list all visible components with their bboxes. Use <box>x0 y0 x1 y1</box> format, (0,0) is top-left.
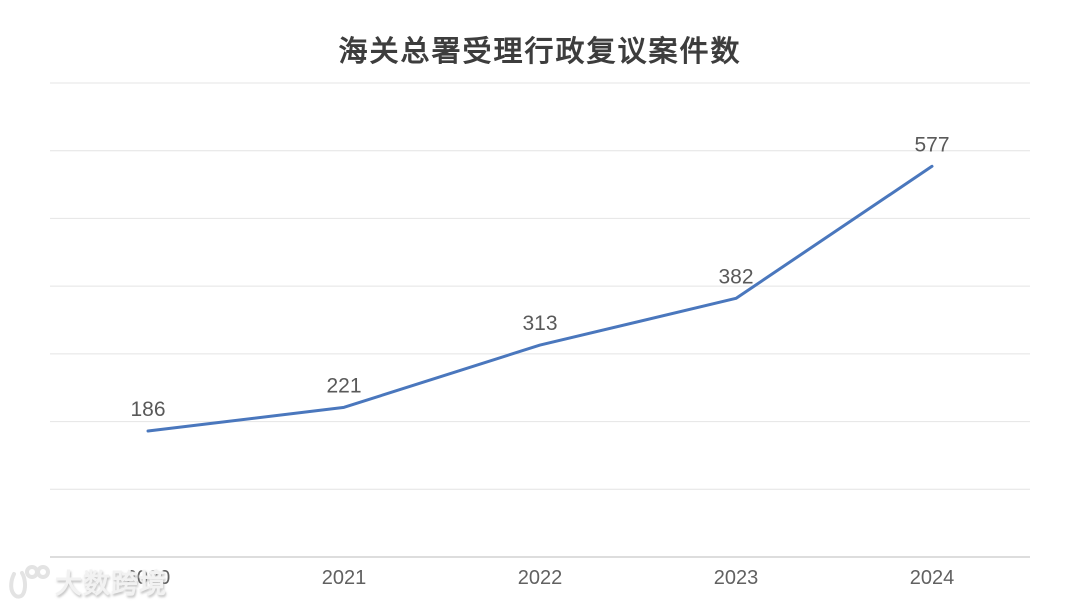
x-tick-label: 2021 <box>322 567 367 589</box>
chart-title: 海关总署受理行政复议案件数 <box>338 36 742 68</box>
data-label: 382 <box>718 265 753 288</box>
x-tick-label: 2022 <box>518 567 563 589</box>
data-line-series <box>146 164 934 433</box>
data-label: 221 <box>326 374 361 397</box>
x-tick-label: 2023 <box>714 567 759 589</box>
data-label: 577 <box>914 133 949 156</box>
data-label: 313 <box>522 312 557 335</box>
data-label: 186 <box>130 398 165 421</box>
x-tick-label: 2024 <box>910 567 955 589</box>
x-tick-label: 2020 <box>126 567 171 589</box>
